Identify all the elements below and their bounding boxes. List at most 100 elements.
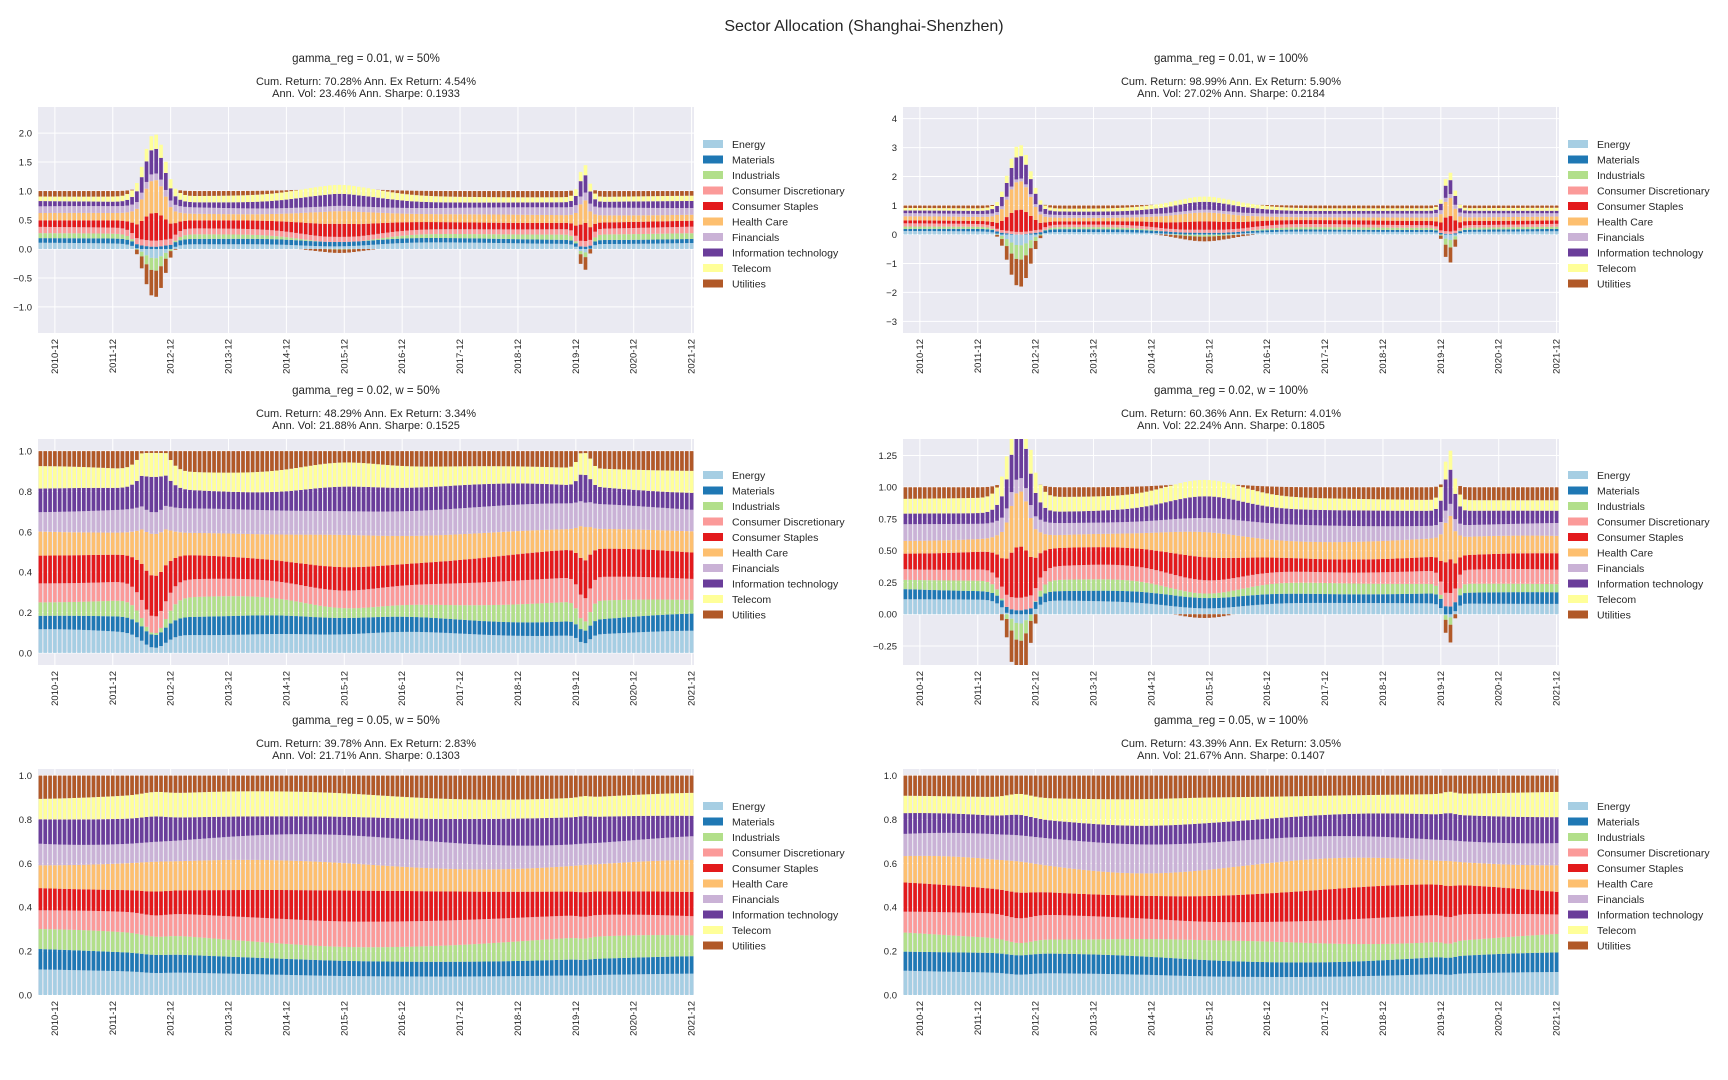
bar-segment-energy bbox=[1501, 231, 1506, 235]
bar-segment-utilities bbox=[308, 451, 313, 466]
bar-segment-information-technology bbox=[1000, 196, 1004, 207]
bar-segment-materials bbox=[1231, 232, 1236, 234]
bar-segment-information-technology bbox=[173, 196, 178, 205]
bar-segment-health-care bbox=[1086, 534, 1091, 548]
bar-segment-consumer-staples bbox=[1120, 221, 1125, 225]
bar-segment-materials bbox=[337, 617, 342, 635]
bar-segment-consumer-discretionary bbox=[961, 223, 966, 227]
bar-segment-financials bbox=[294, 510, 298, 535]
bar-segment-consumer-discretionary bbox=[913, 223, 917, 227]
bar-segment-consumer-staples bbox=[564, 222, 569, 230]
bar-segment-consumer-staples bbox=[1492, 220, 1496, 225]
bar-segment-consumer-staples bbox=[559, 222, 564, 230]
bar-segment-utilities bbox=[573, 451, 578, 463]
bar-segment-consumer-discretionary bbox=[1168, 573, 1173, 588]
bar-segment-materials bbox=[318, 617, 323, 635]
bar-segment-financials bbox=[1154, 520, 1159, 533]
bar-segment-utilities bbox=[980, 487, 985, 498]
bar-segment-consumer-staples bbox=[313, 223, 318, 236]
bar-segment-materials bbox=[255, 238, 260, 245]
bar-segment-telecom bbox=[655, 196, 660, 202]
bar-segment-consumer-staples bbox=[908, 220, 913, 224]
bar-segment-information-technology bbox=[390, 487, 395, 512]
bar-segment-consumer-staples bbox=[458, 222, 462, 230]
bar-segment-materials bbox=[294, 616, 298, 635]
bar-segment-health-care bbox=[1014, 182, 1019, 211]
bar-segment-information-technology bbox=[578, 181, 583, 197]
bar-segment-health-care bbox=[501, 531, 506, 556]
bar-segment-energy bbox=[419, 242, 424, 249]
bar-segment-financials bbox=[966, 213, 970, 217]
bar-segment-energy bbox=[559, 243, 564, 249]
bar-segment-financials bbox=[617, 505, 622, 530]
bar-segment-financials bbox=[299, 510, 303, 535]
bar-segment-telecom bbox=[477, 466, 482, 485]
bar-segment-energy bbox=[1125, 602, 1130, 615]
bar-segment-industrials bbox=[458, 605, 462, 620]
bar-segment-materials bbox=[1385, 229, 1390, 232]
bar-segment-consumer-staples bbox=[62, 555, 67, 584]
bar-segment-energy bbox=[352, 245, 356, 249]
bar-segment-materials bbox=[110, 238, 115, 244]
bar-segment-consumer-staples bbox=[130, 222, 134, 234]
bar-segment-consumer-staples bbox=[1048, 548, 1052, 568]
bar-segment-industrials bbox=[43, 602, 48, 616]
bar-segment-industrials bbox=[429, 234, 433, 238]
bar-segment-energy bbox=[106, 243, 110, 249]
bar-segment-consumer-staples bbox=[212, 220, 216, 229]
bar-segment-energy bbox=[588, 639, 593, 653]
bar-segment-health-care bbox=[1101, 533, 1106, 548]
bar-segment-industrials bbox=[1217, 234, 1221, 236]
bar-segment-industrials bbox=[627, 234, 631, 240]
bar-segment-health-care bbox=[530, 214, 535, 223]
bar-segment-industrials bbox=[1192, 234, 1197, 237]
bar-segment-consumer-discretionary bbox=[1091, 564, 1096, 580]
bar-segment-consumer-staples bbox=[655, 221, 660, 228]
bar-segment-energy bbox=[680, 243, 684, 249]
bar-segment-materials bbox=[419, 617, 424, 633]
bar-segment-consumer-discretionary bbox=[1164, 228, 1168, 232]
bar-segment-financials bbox=[1419, 213, 1424, 218]
bar-segment-materials bbox=[631, 239, 636, 244]
bar-segment-industrials bbox=[1487, 227, 1491, 230]
bar-segment-telecom bbox=[569, 466, 573, 485]
bar-segment-energy bbox=[1038, 604, 1043, 615]
bar-segment-energy bbox=[347, 634, 351, 653]
bar-segment-telecom bbox=[149, 136, 154, 151]
bar-segment-industrials bbox=[183, 235, 187, 240]
bar-segment-information-technology bbox=[1496, 210, 1501, 214]
bar-segment-financials bbox=[501, 505, 506, 532]
bar-segment-telecom bbox=[612, 196, 617, 202]
bar-segment-consumer-staples bbox=[602, 548, 607, 577]
bar-segment-financials bbox=[38, 206, 43, 214]
bar-segment-materials bbox=[135, 622, 139, 638]
bar-segment-consumer-staples bbox=[236, 220, 241, 229]
bar-segment-consumer-staples bbox=[217, 556, 221, 579]
bar-segment-consumer-staples bbox=[540, 551, 544, 580]
bar-segment-materials bbox=[168, 244, 173, 249]
legend-label: Industrials bbox=[1597, 170, 1645, 182]
bar-segment-health-care bbox=[1467, 217, 1472, 222]
bar-segment-health-care bbox=[946, 216, 951, 221]
bar-segment-financials bbox=[458, 207, 462, 215]
bar-segment-industrials bbox=[106, 600, 110, 617]
bar-segment-utilities bbox=[1400, 205, 1405, 209]
bar-segment-health-care bbox=[1038, 532, 1043, 554]
bar-segment-financials bbox=[975, 523, 980, 540]
bar-segment-consumer-staples bbox=[1361, 220, 1366, 225]
bar-segment-telecom bbox=[1260, 205, 1265, 209]
bar-segment-telecom bbox=[1496, 208, 1501, 211]
bar-segment-financials bbox=[1303, 213, 1308, 218]
bar-segment-health-care bbox=[990, 537, 995, 553]
bar-segment-consumer-discretionary bbox=[265, 580, 269, 598]
bar-segment-utilities bbox=[1366, 205, 1371, 209]
bar-segment-consumer-staples bbox=[1144, 549, 1149, 569]
bar-segment-energy bbox=[622, 632, 626, 653]
bar-segment-telecom bbox=[1535, 207, 1540, 211]
bar-segment-energy bbox=[265, 634, 269, 653]
bar-segment-information-technology bbox=[903, 513, 908, 525]
bar-segment-materials bbox=[588, 245, 593, 249]
bar-segment-industrials bbox=[1004, 614, 1009, 620]
bar-segment-consumer-staples bbox=[159, 571, 163, 611]
bar-segment-telecom bbox=[289, 468, 294, 491]
